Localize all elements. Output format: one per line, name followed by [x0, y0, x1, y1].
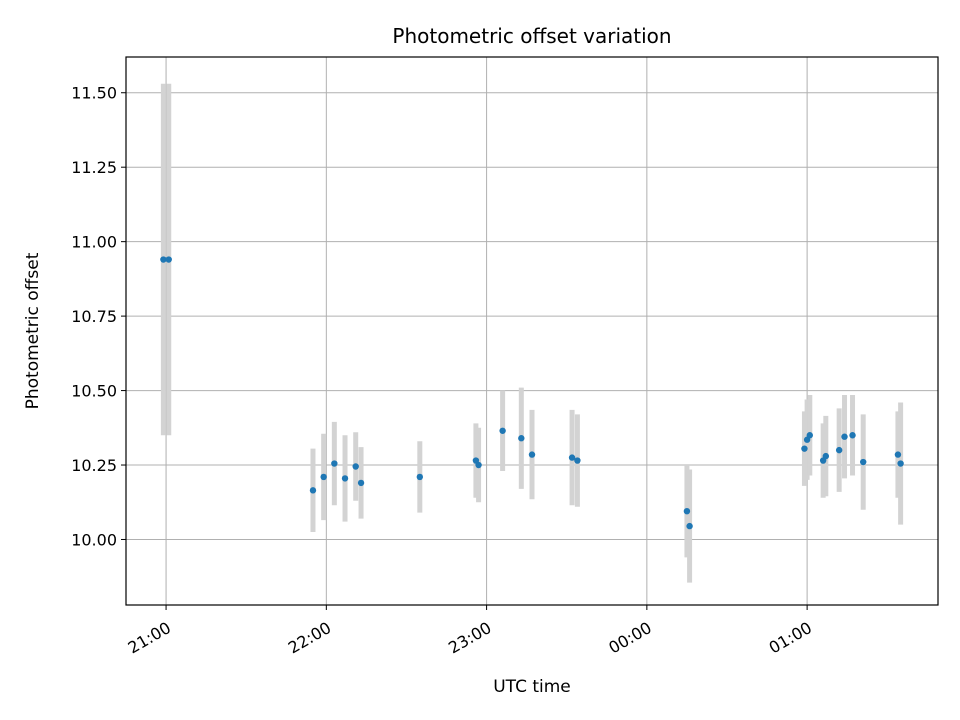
y-tick-label: 11.25	[71, 158, 117, 177]
data-point	[822, 452, 830, 460]
data-point	[320, 473, 327, 481]
y-axis-title: Photometric offset	[23, 252, 43, 409]
data-point	[897, 460, 904, 467]
x-tick-label: 23:00	[445, 618, 494, 658]
y-tick-label: 10.25	[71, 456, 117, 475]
data-point	[309, 487, 317, 494]
y-axis: 10.00 10.25 10.50 10.75 11.00 11.25 11.50	[71, 84, 126, 549]
data-point	[841, 433, 848, 440]
data-point	[806, 432, 813, 439]
data-point	[835, 446, 843, 454]
data-point	[357, 479, 365, 487]
y-tick-label: 11.50	[71, 84, 117, 103]
data-point	[352, 463, 359, 470]
data-point	[568, 454, 576, 461]
data-point	[475, 461, 482, 469]
data-point	[894, 451, 902, 458]
x-tick-label: 01:00	[766, 618, 815, 658]
data-point	[341, 475, 349, 482]
x-tick-label: 22:00	[285, 618, 334, 658]
data-point	[849, 432, 856, 439]
data-point	[574, 457, 581, 464]
grid	[126, 57, 938, 605]
error-bars	[160, 83, 904, 583]
data-point	[528, 451, 536, 458]
data-point	[683, 507, 691, 515]
data-points	[160, 256, 904, 530]
plot-frame	[125, 56, 939, 606]
data-point	[165, 256, 172, 263]
data-point	[686, 522, 693, 530]
y-tick-label: 10.00	[71, 530, 117, 549]
data-point	[416, 473, 424, 481]
chart-title: Photometric offset variation	[392, 24, 671, 48]
data-point	[331, 460, 338, 467]
x-axis: 21:00 22:00 23:00 00:00 01:00	[125, 605, 815, 658]
x-tick-label: 21:00	[125, 618, 174, 658]
data-point	[860, 458, 867, 466]
data-point	[801, 445, 808, 452]
data-point	[160, 256, 167, 263]
y-tick-label: 10.50	[71, 382, 117, 401]
x-tick-label: 00:00	[605, 618, 654, 658]
x-axis-title: UTC time	[493, 677, 571, 697]
data-point	[518, 435, 525, 442]
y-tick-label: 10.75	[71, 307, 117, 326]
data-point	[499, 427, 506, 434]
y-tick-label: 11.00	[71, 233, 117, 252]
